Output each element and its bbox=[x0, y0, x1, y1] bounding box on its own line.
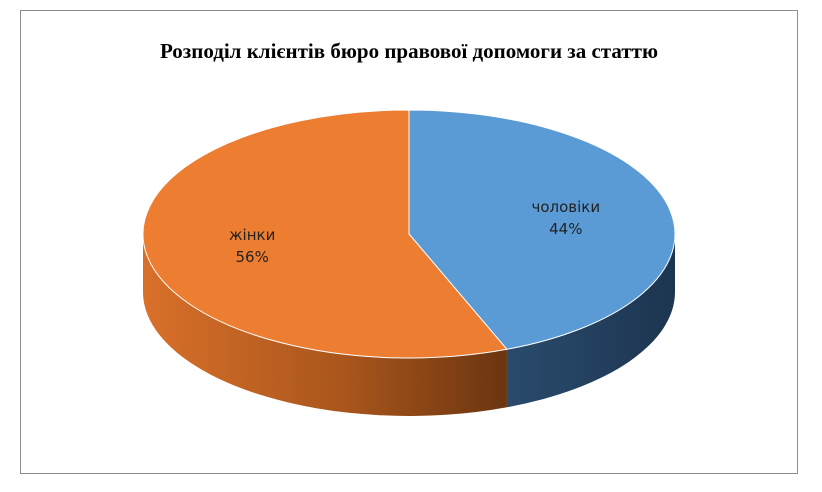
slice-0-label: чоловіки bbox=[531, 198, 600, 216]
slice-0-top bbox=[408, 109, 676, 350]
slice-0-value: 44% bbox=[549, 220, 582, 238]
slice-0-side bbox=[506, 234, 675, 408]
slice-1-top bbox=[142, 109, 508, 359]
slice-1-label: жінки bbox=[229, 226, 275, 244]
slice-1-side bbox=[143, 234, 507, 416]
chart-title: Розподіл клієнтів бюро правової допомоги… bbox=[159, 39, 659, 63]
slice-1-value: 56% bbox=[236, 248, 269, 266]
